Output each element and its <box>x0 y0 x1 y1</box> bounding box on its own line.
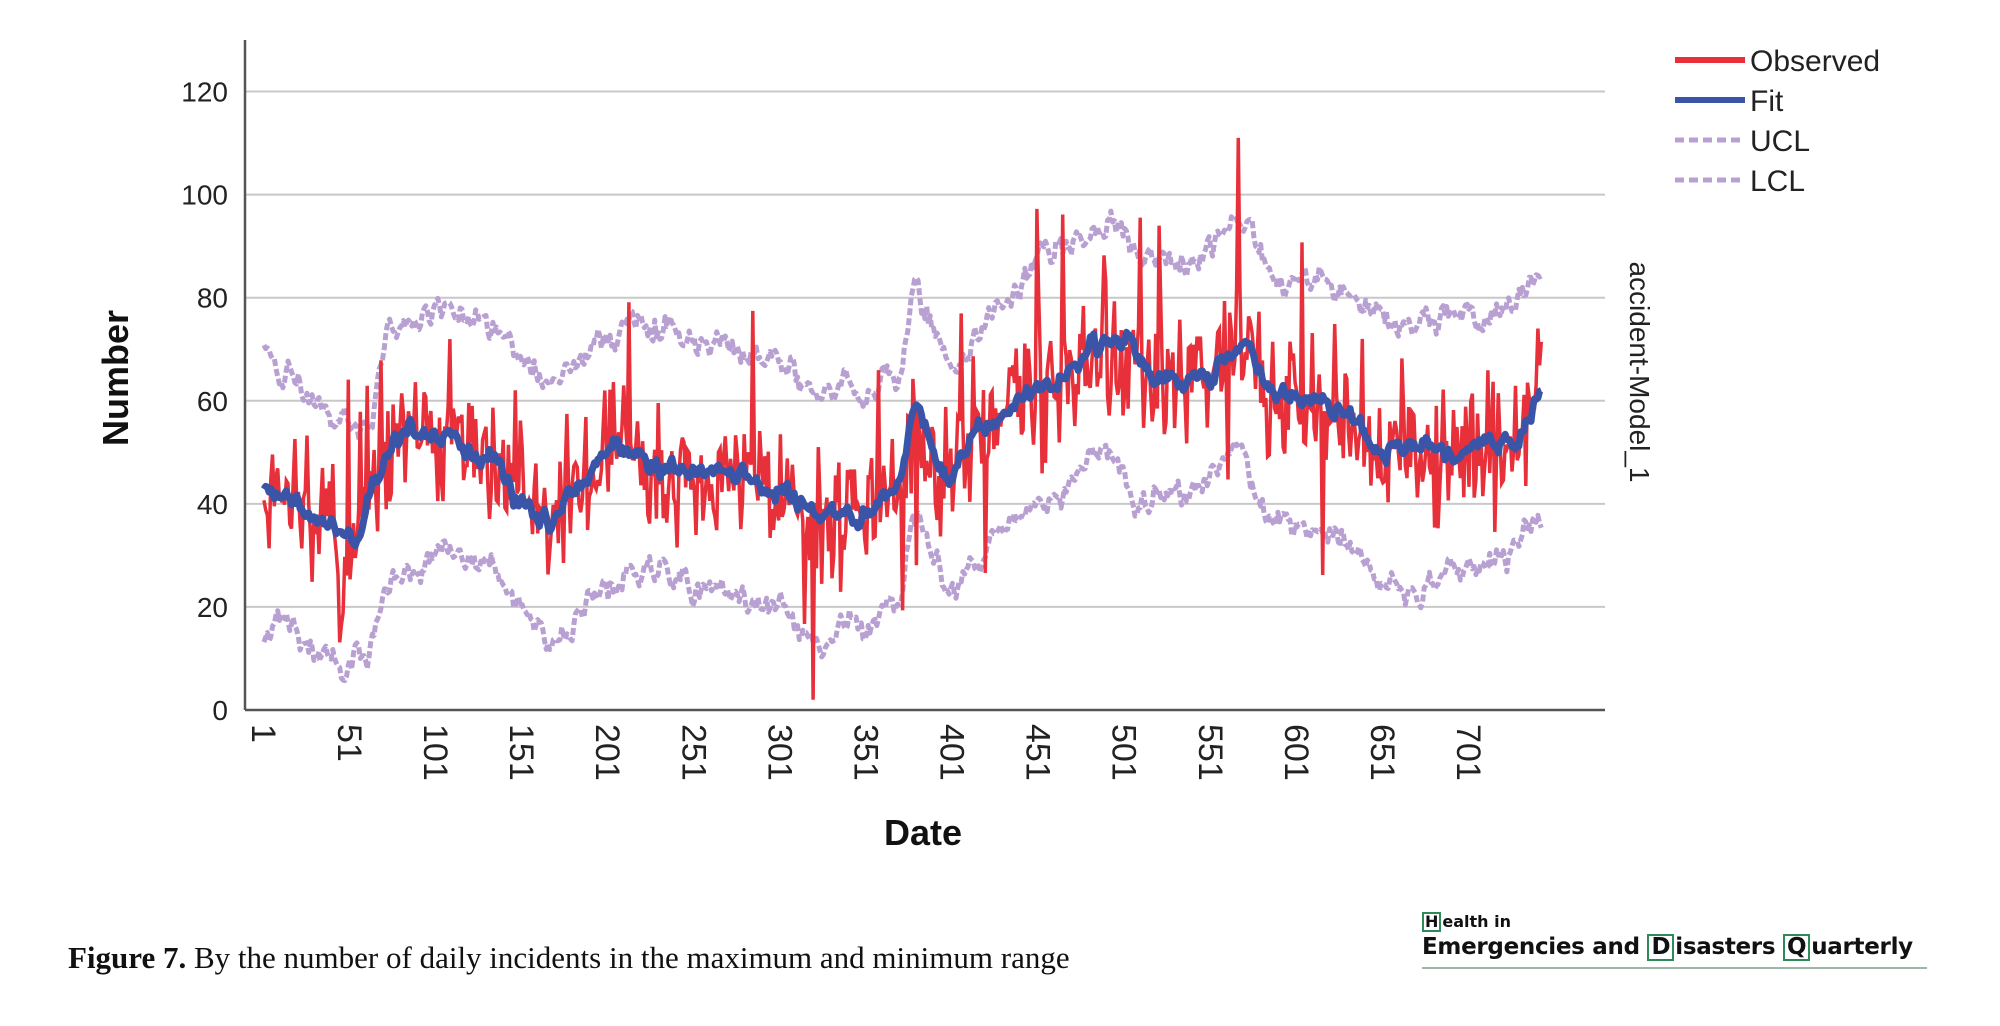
logo-underline <box>1422 967 1927 969</box>
x-tick-label-101: 101 <box>416 724 454 781</box>
legend-label-observed: Observed <box>1750 45 1880 78</box>
y-tick-labels: 0 20 40 60 80 100 120 <box>181 77 228 726</box>
fit-line <box>260 328 1544 550</box>
y-tick-label-40: 40 <box>197 489 228 520</box>
x-tick-label-601: 601 <box>1277 724 1315 781</box>
x-tick-label-1: 1 <box>244 724 282 743</box>
y-tick-label-80: 80 <box>197 283 228 314</box>
x-tick-labels: 1 51 101 151 201 251 301 351 401 451 501 551 601 651 7… <box>244 724 1487 781</box>
legend-label-lcl: LCL <box>1750 165 1805 198</box>
logo-part-1: Emergencies and <box>1422 934 1648 960</box>
x-tick-label-301: 301 <box>760 724 798 781</box>
logo-h-box: H <box>1422 912 1442 932</box>
y-tick-label-0: 0 <box>212 695 228 726</box>
legend-label-fit: Fit <box>1750 85 1784 118</box>
y-axis-title: Number <box>95 310 136 446</box>
y-tick-label-60: 60 <box>197 386 228 417</box>
logo-d-box: D <box>1647 934 1675 961</box>
x-axis-title: Date <box>884 812 962 853</box>
y-tick-label-20: 20 <box>197 592 228 623</box>
x-tick-label-651: 651 <box>1363 724 1401 781</box>
series-ucl <box>261 208 1543 441</box>
y-tick-label-120: 120 <box>181 77 228 108</box>
x-tick-label-451: 451 <box>1019 724 1057 781</box>
x-tick-label-51: 51 <box>330 724 368 762</box>
x-tick-label-151: 151 <box>502 724 540 781</box>
legend-label-ucl: UCL <box>1750 125 1810 158</box>
figure-caption: Figure 7. By the number of daily inciden… <box>68 940 1070 976</box>
legend: Observed Fit UCL LCL <box>1675 45 1880 198</box>
series-lcl <box>261 441 1544 684</box>
logo-q-box: Q <box>1782 934 1811 961</box>
x-tick-label-501: 501 <box>1105 724 1143 781</box>
logo-part-3: uarterly <box>1811 934 1913 960</box>
x-tick-label-251: 251 <box>674 724 712 781</box>
y-tick-label-100: 100 <box>181 180 228 211</box>
gridlines <box>245 90 1605 608</box>
logo-line1-text: ealth in <box>1442 912 1512 931</box>
model-label: accident-Model_1 <box>1624 261 1655 482</box>
series-fit <box>260 328 1544 550</box>
logo-part-2: isasters <box>1675 934 1783 960</box>
x-tick-label-351: 351 <box>846 724 884 781</box>
axes <box>243 40 1605 712</box>
x-tick-label-401: 401 <box>933 724 971 781</box>
lcl-line <box>261 441 1544 684</box>
x-tick-label-551: 551 <box>1191 724 1229 781</box>
ucl-line <box>261 208 1543 441</box>
x-tick-label-701: 701 <box>1449 724 1487 781</box>
x-tick-label-201: 201 <box>588 724 626 781</box>
figure-caption-text: By the number of daily incidents in the … <box>186 940 1070 975</box>
figure-label: Figure 7. <box>68 940 187 975</box>
